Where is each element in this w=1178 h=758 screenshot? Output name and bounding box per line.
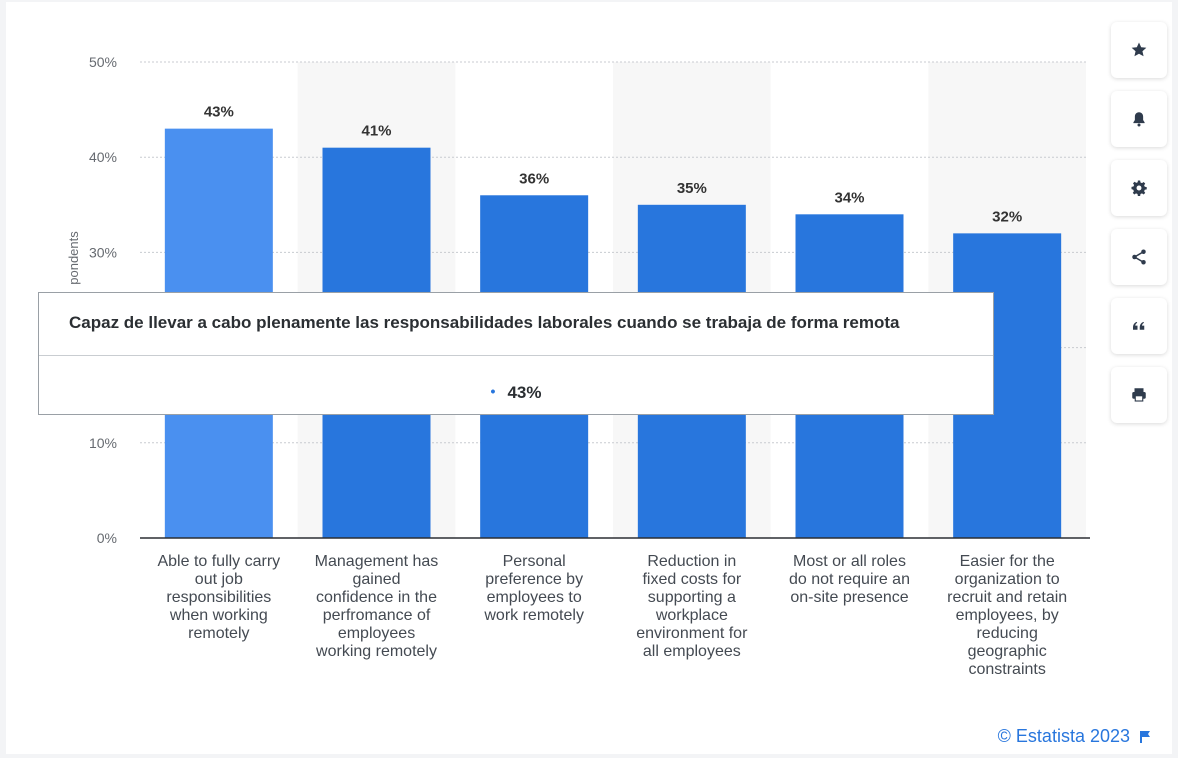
favorite-button[interactable] xyxy=(1111,22,1167,78)
x-tick-label-line: supporting a xyxy=(647,589,736,606)
x-tick-label-line: Able to fully carry xyxy=(157,553,281,570)
tooltip: Capaz de llevar a cabo plenamente las re… xyxy=(38,292,994,415)
y-tick-label: 50% xyxy=(89,54,117,70)
quote-icon xyxy=(1133,321,1145,330)
cite-button[interactable] xyxy=(1111,298,1167,354)
x-tick-label-line: employees, by xyxy=(955,607,1059,624)
x-tick-label-line: Management has xyxy=(314,553,439,570)
data-label: 35% xyxy=(677,180,707,197)
x-tick-label-line: employees xyxy=(337,625,416,642)
x-tick-label-line: all employees xyxy=(642,643,741,660)
x-tick-label-line: responsibilities xyxy=(166,589,272,606)
x-tick-label-line: organization to xyxy=(954,571,1060,588)
share-icon xyxy=(1132,249,1146,265)
x-tick-label-line: reducing xyxy=(976,625,1038,642)
y-tick-label: 40% xyxy=(89,149,117,165)
data-label: 34% xyxy=(834,189,864,206)
print-button[interactable] xyxy=(1111,367,1167,423)
data-label: 32% xyxy=(992,208,1022,225)
bell-icon xyxy=(1133,112,1145,127)
tooltip-value-row: • 43% xyxy=(39,383,993,403)
x-tick-label-line: Easier for the xyxy=(959,553,1055,570)
y-tick-label: 30% xyxy=(89,244,117,260)
flag-icon xyxy=(1140,730,1150,743)
settings-button[interactable] xyxy=(1111,160,1167,216)
x-tick-label-line: work remotely xyxy=(484,607,584,624)
gear-icon xyxy=(1131,180,1147,196)
x-tick-label: Able to fully carry out job responsibiliti… xyxy=(144,553,294,643)
data-label: 36% xyxy=(519,170,549,187)
x-tick-label-line: when working xyxy=(169,607,268,624)
x-tick-label: Personal preference by employees to work re… xyxy=(459,553,609,625)
x-tick-label-line: preference by xyxy=(485,571,584,588)
x-tick-label-line: on-site presence xyxy=(790,589,909,606)
tooltip-divider xyxy=(39,355,993,356)
y-tick-label: 0% xyxy=(97,530,117,546)
x-tick-label-line: Personal xyxy=(502,553,566,570)
x-tick-label-line: Most or all roles xyxy=(793,553,906,570)
statista-credit-link[interactable]: © Estatista 2023 xyxy=(998,726,1152,747)
x-tick-label-line: employees to xyxy=(486,589,582,606)
x-tick-label-line: fixed costs for xyxy=(642,571,742,588)
x-tick-label-line: geographic xyxy=(967,643,1047,660)
x-tick-label-line: confidence in the xyxy=(316,589,437,606)
star-icon xyxy=(1131,42,1147,57)
credit-text: © Estatista 2023 xyxy=(997,726,1130,746)
x-tick-label-line: out job xyxy=(194,571,243,588)
x-tick-label-line: Reduction in xyxy=(647,553,737,570)
x-tick-label-line: environment for xyxy=(636,625,748,642)
x-tick-label: Management has gained confidence in the per… xyxy=(302,553,452,661)
x-tick-label-line: remotely xyxy=(188,625,250,642)
notification-button[interactable] xyxy=(1111,91,1167,147)
x-tick-label-line: recruit and retain xyxy=(947,589,1068,606)
x-tick-label-line: working remotely xyxy=(316,643,437,660)
tooltip-title: Capaz de llevar a cabo plenamente las re… xyxy=(69,313,900,332)
y-tick-label: 10% xyxy=(89,435,117,451)
tooltip-value: 43% xyxy=(507,383,542,402)
share-button[interactable] xyxy=(1111,229,1167,285)
x-tick-label: Most or all roles do not require an on-sit… xyxy=(775,553,925,607)
x-tick-label-line: constraints xyxy=(968,661,1046,678)
x-tick-label-line: perfromance of xyxy=(322,607,431,624)
series-bullet-icon: • xyxy=(490,383,496,399)
data-label: 41% xyxy=(361,123,391,140)
x-tick-label-line: do not require an xyxy=(789,571,910,588)
y-axis-label: pondents xyxy=(66,231,81,285)
x-tick-label-line: workplace xyxy=(655,607,728,624)
printer-icon xyxy=(1132,388,1146,402)
x-tick-label-line: gained xyxy=(352,571,401,588)
x-tick-label: Easier for the organization to recruit and… xyxy=(932,553,1082,679)
data-label: 43% xyxy=(204,104,234,121)
